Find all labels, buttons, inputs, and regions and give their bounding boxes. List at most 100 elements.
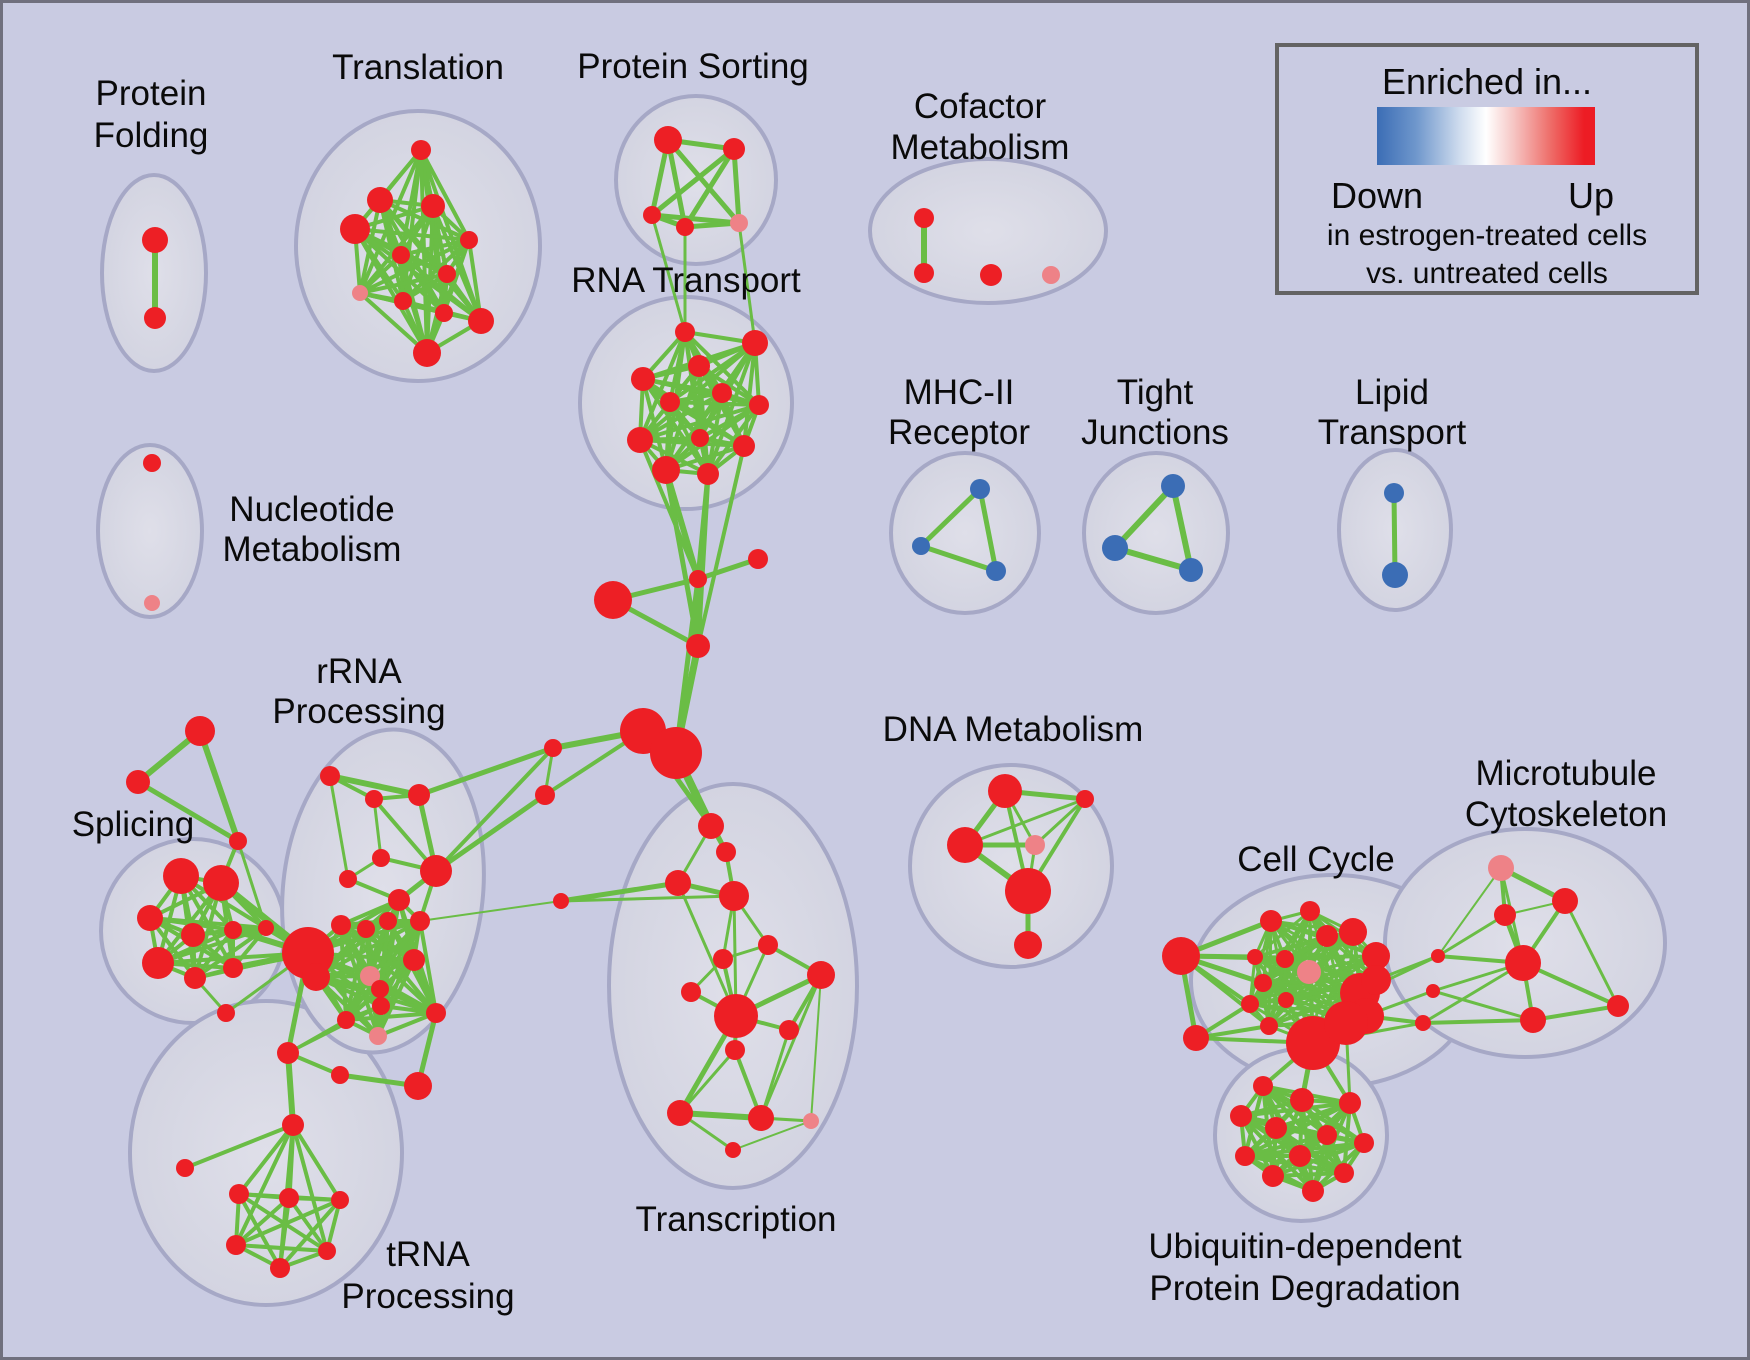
gene-set-node-rr17 [337, 1011, 355, 1029]
gene-set-node-mb2 [1426, 984, 1440, 998]
gene-set-node-t2 [367, 187, 393, 213]
gene-set-node-ub5 [1265, 1117, 1287, 1139]
gene-set-node-rt3 [688, 355, 710, 377]
gene-set-node-cc2 [1183, 1025, 1209, 1051]
gene-set-node-sp1 [163, 858, 199, 894]
edge-tx8-tx14 [759, 973, 823, 1120]
edge-ps5-rt2 [737, 221, 757, 345]
edge-tx11-tx14 [759, 1028, 791, 1120]
cluster-label-splicing: Splicing [72, 805, 195, 844]
gene-set-node-mh1 [970, 479, 990, 499]
gene-set-node-mh3 [986, 561, 1006, 581]
gene-set-node-g2 [279, 1188, 299, 1208]
edge-rr2-rr4 [372, 797, 383, 860]
edge-ub10-ub11 [1271, 1171, 1346, 1178]
edge-t3-t11 [431, 204, 483, 323]
gene-set-node-cn2 [689, 570, 707, 588]
cluster-label-cell-cycle: Cell Cycle [1237, 840, 1395, 879]
cluster-label-dna-metabolism: DNA Metabolism [883, 710, 1144, 749]
gene-set-node-t12 [413, 339, 441, 367]
gene-set-node-rr1 [320, 766, 340, 786]
gene-set-node-rr10 [379, 912, 397, 930]
edge-t5-t6 [399, 238, 471, 257]
gene-set-node-dm1 [988, 774, 1022, 808]
gene-set-node-rr12 [403, 949, 425, 971]
gene-set-node-rr3 [408, 784, 430, 806]
gene-set-node-rr4 [372, 849, 390, 867]
gene-set-node-lt2 [1382, 562, 1408, 588]
gene-set-node-tx3 [665, 870, 691, 896]
cluster-label-trna-line1: tRNA [386, 1235, 470, 1274]
gene-set-node-ps4 [676, 218, 694, 236]
cluster-label-protein-folding-line1: Protein [96, 74, 207, 113]
edge-rr1-rr3 [327, 773, 422, 798]
gene-set-node-hub2 [650, 727, 702, 779]
gene-set-node-lt1 [1384, 483, 1404, 503]
gene-set-node-cn1 [594, 581, 632, 619]
edge-th-g1 [237, 1123, 295, 1196]
edge-t7-t8 [358, 272, 449, 295]
edge-t6-t8 [358, 253, 403, 295]
edge-mb2-mt5 [1431, 989, 1535, 1022]
gene-set-node-cc3 [1260, 910, 1282, 932]
legend-down-label: Down [1330, 175, 1424, 216]
gene-set-node-rt7 [749, 395, 769, 415]
edge-rt3-rt7 [697, 364, 761, 407]
gene-set-node-mt5 [1520, 1007, 1546, 1033]
gene-set-node-g6 [270, 1258, 290, 1278]
legend-box: Enriched in... Down Up in estrogen-treat… [1275, 43, 1699, 295]
gene-set-node-t5 [460, 231, 478, 249]
gene-set-node-lb1 [544, 739, 562, 757]
edge-rr11-tx5 [419, 900, 562, 922]
gene-set-node-nm1 [143, 454, 161, 472]
cluster-label-nucleotide-line1: Nucleotide [229, 490, 394, 529]
cluster-label-mhc-line1: MHC-II [904, 373, 1015, 412]
gene-set-node-nm2 [144, 595, 160, 611]
gene-set-node-rt1 [675, 322, 695, 342]
edge-ps1-ps5 [665, 137, 742, 226]
edge-ps2-ps4 [682, 146, 737, 230]
gene-set-node-rt6 [660, 392, 680, 412]
edge-ps4-ps5 [682, 220, 742, 230]
edge-tj1-tj3 [1170, 483, 1194, 573]
gene-set-node-th [282, 1114, 304, 1136]
cluster-label-rna-transport: RNA Transport [571, 261, 801, 300]
edge-tx12-tx13 [678, 1048, 737, 1115]
gene-set-node-t10 [435, 304, 453, 322]
gene-set-node-cc12 [1241, 995, 1259, 1013]
gene-set-node-cc10 [1276, 950, 1294, 968]
edge-cc7-cc13 [1284, 954, 1378, 1002]
legend-subtitle-line2: vs. untreated cells [1366, 257, 1608, 290]
gene-set-node-cc16 [1361, 965, 1391, 995]
edge-tx15-tx16 [732, 1120, 812, 1151]
gene-set-node-mt2 [1552, 888, 1578, 914]
edge-rt2-rt12 [706, 341, 757, 476]
gene-set-node-rt4 [631, 367, 655, 391]
gene-set-node-rr15 [372, 997, 390, 1015]
gene-set-node-rt11 [652, 456, 680, 484]
edge-g2-g4 [234, 1196, 291, 1247]
gene-set-node-mb1 [1431, 949, 1445, 963]
gene-set-node-rt10 [733, 435, 755, 457]
cluster-label-lipid-transport-line1: Lipid [1355, 373, 1429, 412]
edge-g3-g6 [278, 1198, 342, 1270]
gene-set-node-tx10 [714, 994, 758, 1038]
gene-set-node-tx1 [698, 813, 724, 839]
gene-set-node-rr5 [339, 870, 357, 888]
gene-set-node-cc9 [1247, 949, 1263, 965]
gene-set-node-ub9 [1289, 1145, 1311, 1167]
gene-set-node-tj1 [1161, 474, 1185, 498]
gene-set-node-cc4 [1300, 901, 1320, 921]
gene-set-node-dm3 [947, 827, 983, 863]
edge-tx5-tx3 [558, 880, 681, 904]
edge-dm2-dm3 [963, 797, 1087, 847]
gene-set-node-dm6 [1014, 931, 1042, 959]
gene-set-node-rt9 [691, 429, 709, 447]
gene-set-node-ps5 [730, 214, 748, 232]
edge-tx3-tx10 [676, 881, 738, 1018]
gene-set-node-cc13 [1278, 992, 1294, 1008]
edge-rt6-rt7 [668, 400, 761, 407]
gene-set-node-t7 [438, 265, 456, 283]
